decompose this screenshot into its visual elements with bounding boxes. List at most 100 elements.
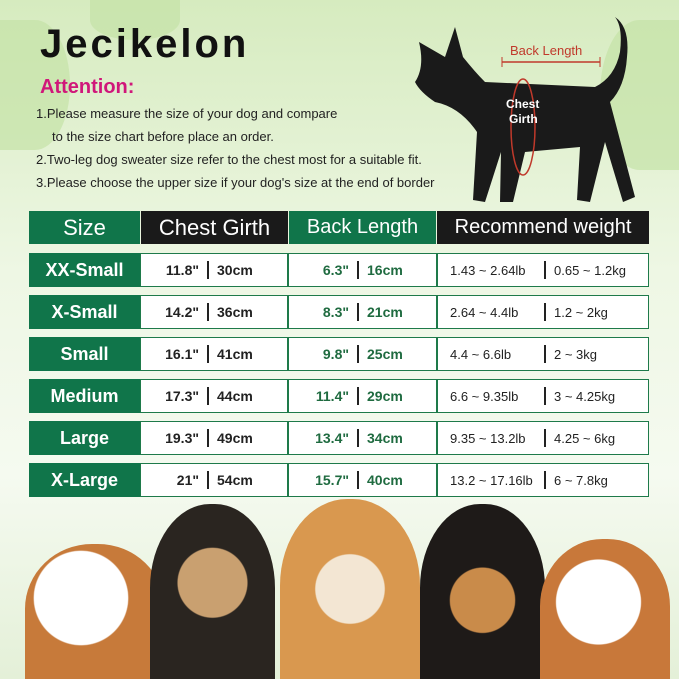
- back-length-cell: 8.3" 21cm: [288, 295, 437, 329]
- size-cell: Large: [29, 421, 140, 455]
- back-length-cell: 13.4" 34cm: [288, 421, 437, 455]
- dog-photo: [25, 544, 165, 679]
- size-cell: Medium: [29, 379, 140, 413]
- chest-girth-cell: 14.2" 36cm: [140, 295, 288, 329]
- divider: [544, 261, 546, 279]
- chest-girth-cell: 21" 54cm: [140, 463, 288, 497]
- back-inches: 11.4": [315, 388, 349, 404]
- chest-label: Chest: [506, 97, 539, 111]
- chest-inches: 19.3": [165, 430, 199, 446]
- chest-cm: 44cm: [217, 388, 253, 404]
- weight-cell: 6.6 ~ 9.35lb 3 ~ 4.25kg: [437, 379, 649, 413]
- chest-inches: 14.2": [165, 304, 199, 320]
- chest-girth-cell: 11.8" 30cm: [140, 253, 288, 287]
- weight-cell: 9.35 ~ 13.2lb 4.25 ~ 6kg: [437, 421, 649, 455]
- back-cm: 25cm: [367, 346, 403, 362]
- dog-photo: [150, 504, 275, 679]
- note-1: 1.Please measure the size of your dog an…: [36, 106, 338, 121]
- back-cm: 29cm: [367, 388, 403, 404]
- weight-cell: 4.4 ~ 6.6lb 2 ~ 3kg: [437, 337, 649, 371]
- divider: [207, 387, 209, 405]
- divider: [207, 345, 209, 363]
- chest-cm: 54cm: [217, 472, 253, 488]
- paw-decoration: [90, 0, 180, 40]
- dog-photo: [420, 504, 545, 679]
- weight-kg: 3 ~ 4.25kg: [554, 388, 616, 404]
- weight-lb: 6.6 ~ 9.35lb: [450, 388, 519, 404]
- attention-heading: Attention:: [40, 76, 135, 98]
- weight-cell: 1.43 ~ 2.64lb 0.65 ~ 1.2kg: [437, 253, 649, 287]
- chest-inches: 17.3": [165, 388, 199, 404]
- size-cell: X-Large: [29, 463, 140, 497]
- weight-cell: 13.2 ~ 17.16lb 6 ~ 7.8kg: [437, 463, 649, 497]
- chest-cm: 49cm: [217, 430, 253, 446]
- note-2: 2.Two-leg dog sweater size refer to the …: [36, 152, 422, 167]
- back-cm: 40cm: [367, 472, 403, 488]
- back-length-cell: 11.4" 29cm: [288, 379, 437, 413]
- chest-girth-ellipse: [510, 78, 536, 176]
- divider: [357, 345, 359, 363]
- paw-decoration: [0, 20, 70, 150]
- header-back-length: Back Length: [289, 211, 436, 244]
- chest-cm: 36cm: [217, 304, 253, 320]
- divider: [207, 261, 209, 279]
- chest-cm: 30cm: [217, 262, 253, 278]
- back-cm: 16cm: [367, 262, 403, 278]
- weight-lb: 4.4 ~ 6.6lb: [450, 346, 512, 362]
- dog-measurement-diagram: Back Length Chest Girth: [415, 17, 635, 202]
- weight-lb: 1.43 ~ 2.64lb: [450, 262, 526, 278]
- divider: [357, 429, 359, 447]
- divider: [357, 303, 359, 321]
- back-inches: 13.4": [315, 430, 349, 446]
- table-row: Small 16.1" 41cm 9.8" 25cm 4.4 ~ 6.6lb 2 ~ …: [29, 337, 649, 371]
- chest-inches: 11.8": [165, 262, 199, 278]
- divider: [207, 429, 209, 447]
- table-row: XX-Small 11.8" 30cm 6.3" 16cm 1.43 ~ 2.64l…: [29, 253, 649, 287]
- divider: [544, 345, 546, 363]
- weight-kg: 1.2 ~ 2kg: [554, 304, 608, 320]
- header-chest-girth: Chest Girth: [141, 211, 288, 244]
- chest-inches: 21": [176, 472, 199, 488]
- header-size: Size: [29, 211, 140, 244]
- weight-kg: 6 ~ 7.8kg: [554, 472, 608, 488]
- chest-girth-cell: 17.3" 44cm: [140, 379, 288, 413]
- divider: [357, 471, 359, 489]
- table-row: X-Small 14.2" 36cm 8.3" 21cm 2.64 ~ 4.4lb 1…: [29, 295, 649, 329]
- dog-photo: [540, 539, 670, 679]
- size-cell: X-Small: [29, 295, 140, 329]
- size-cell: Small: [29, 337, 140, 371]
- back-cm: 34cm: [367, 430, 403, 446]
- note-3: 3.Please choose the upper size if your d…: [36, 175, 435, 190]
- dog-silhouette: [415, 17, 635, 202]
- girth-label: Girth: [509, 112, 538, 126]
- divider: [207, 471, 209, 489]
- divider: [544, 387, 546, 405]
- divider: [357, 387, 359, 405]
- divider: [207, 303, 209, 321]
- divider: [544, 471, 546, 489]
- table-row: Large 19.3" 49cm 13.4" 34cm 9.35 ~ 13.2lb 4…: [29, 421, 649, 455]
- weight-lb: 2.64 ~ 4.4lb: [450, 304, 519, 320]
- back-length-cell: 6.3" 16cm: [288, 253, 437, 287]
- weight-lb: 9.35 ~ 13.2lb: [450, 430, 526, 446]
- back-cm: 21cm: [367, 304, 403, 320]
- table-row: X-Large 21" 54cm 15.7" 40cm 13.2 ~ 17.16lb…: [29, 463, 649, 497]
- chest-cm: 41cm: [217, 346, 253, 362]
- size-cell: XX-Small: [29, 253, 140, 287]
- header-recommend-weight: Recommend weight: [437, 211, 649, 244]
- chest-girth-cell: 19.3" 49cm: [140, 421, 288, 455]
- brand-title: Jecikelon: [40, 22, 250, 66]
- chest-inches: 16.1": [165, 346, 199, 362]
- back-inches: 6.3": [322, 262, 349, 278]
- back-inches: 9.8": [322, 346, 349, 362]
- back-inches: 15.7": [315, 472, 349, 488]
- divider: [544, 303, 546, 321]
- divider: [544, 429, 546, 447]
- weight-lb: 13.2 ~ 17.16lb: [450, 472, 533, 488]
- back-length-cell: 9.8" 25cm: [288, 337, 437, 371]
- dog-photo: [280, 499, 420, 679]
- table-row: Medium 17.3" 44cm 11.4" 29cm 6.6 ~ 9.35lb 3…: [29, 379, 649, 413]
- weight-cell: 2.64 ~ 4.4lb 1.2 ~ 2kg: [437, 295, 649, 329]
- back-length-cell: 15.7" 40cm: [288, 463, 437, 497]
- divider: [357, 261, 359, 279]
